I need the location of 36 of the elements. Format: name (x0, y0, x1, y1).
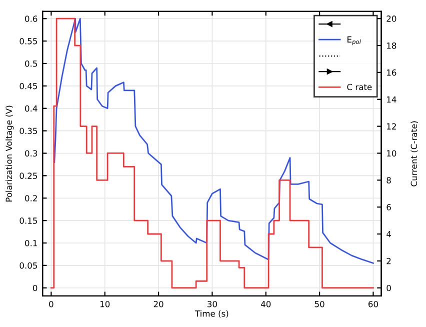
x-tick-label: 20 (154, 300, 164, 308)
x-tick-label: 0 (49, 300, 54, 308)
y2-tick-label: 2 (386, 258, 391, 264)
y2-tick-label: 0 (386, 284, 391, 292)
y2-tick-label: 6 (386, 204, 391, 210)
y-tick-label: 0.2 (25, 195, 37, 202)
y-tick-label: 0.15 (20, 218, 38, 224)
x-axis-title: Time (s) (194, 310, 228, 318)
y2-tick-label: 10 (387, 150, 396, 157)
legend-label: E$_{pol}$ (348, 36, 361, 46)
y-tick-label: 0.5 (25, 60, 38, 67)
y2-tick-label: 14 (387, 96, 396, 103)
x-tick-label: 60 (368, 300, 378, 308)
x-tick-label: 50 (314, 300, 324, 308)
y2-tick-label: 4 (386, 231, 391, 238)
y2-axis-title: Current (C-rate) (410, 121, 418, 186)
x-tick-label: 10 (100, 300, 110, 308)
y-tick-label: 0.3 (25, 150, 38, 157)
y-tick-label: 0.45 (20, 82, 38, 90)
y2-tick-label: 18 (387, 42, 396, 49)
y-axis-title: Polarization Voltage (V) (6, 106, 14, 202)
y-tick-label: 0.1 (25, 240, 37, 246)
y-tick-label: 0.4 (25, 105, 38, 112)
y-tick-label: 0.05 (20, 262, 38, 269)
y-tick-label: 0.6 (25, 16, 38, 22)
y-tick-label: 0 (32, 284, 38, 292)
y-tick-label: 0.55 (20, 38, 38, 44)
x-tick-label: 40 (260, 300, 271, 308)
y2-tick-label: 20 (386, 16, 396, 22)
legend-label: C rate (347, 84, 372, 90)
y2-tick-label: 12 (387, 123, 396, 130)
y2-tick-label: 16 (387, 69, 396, 76)
y2-tick-label: 8 (386, 177, 391, 184)
x-tick-label: 30 (208, 300, 217, 308)
y-tick-label: 0.35 (20, 128, 38, 134)
y-tick-label: 0.25 (20, 172, 38, 179)
